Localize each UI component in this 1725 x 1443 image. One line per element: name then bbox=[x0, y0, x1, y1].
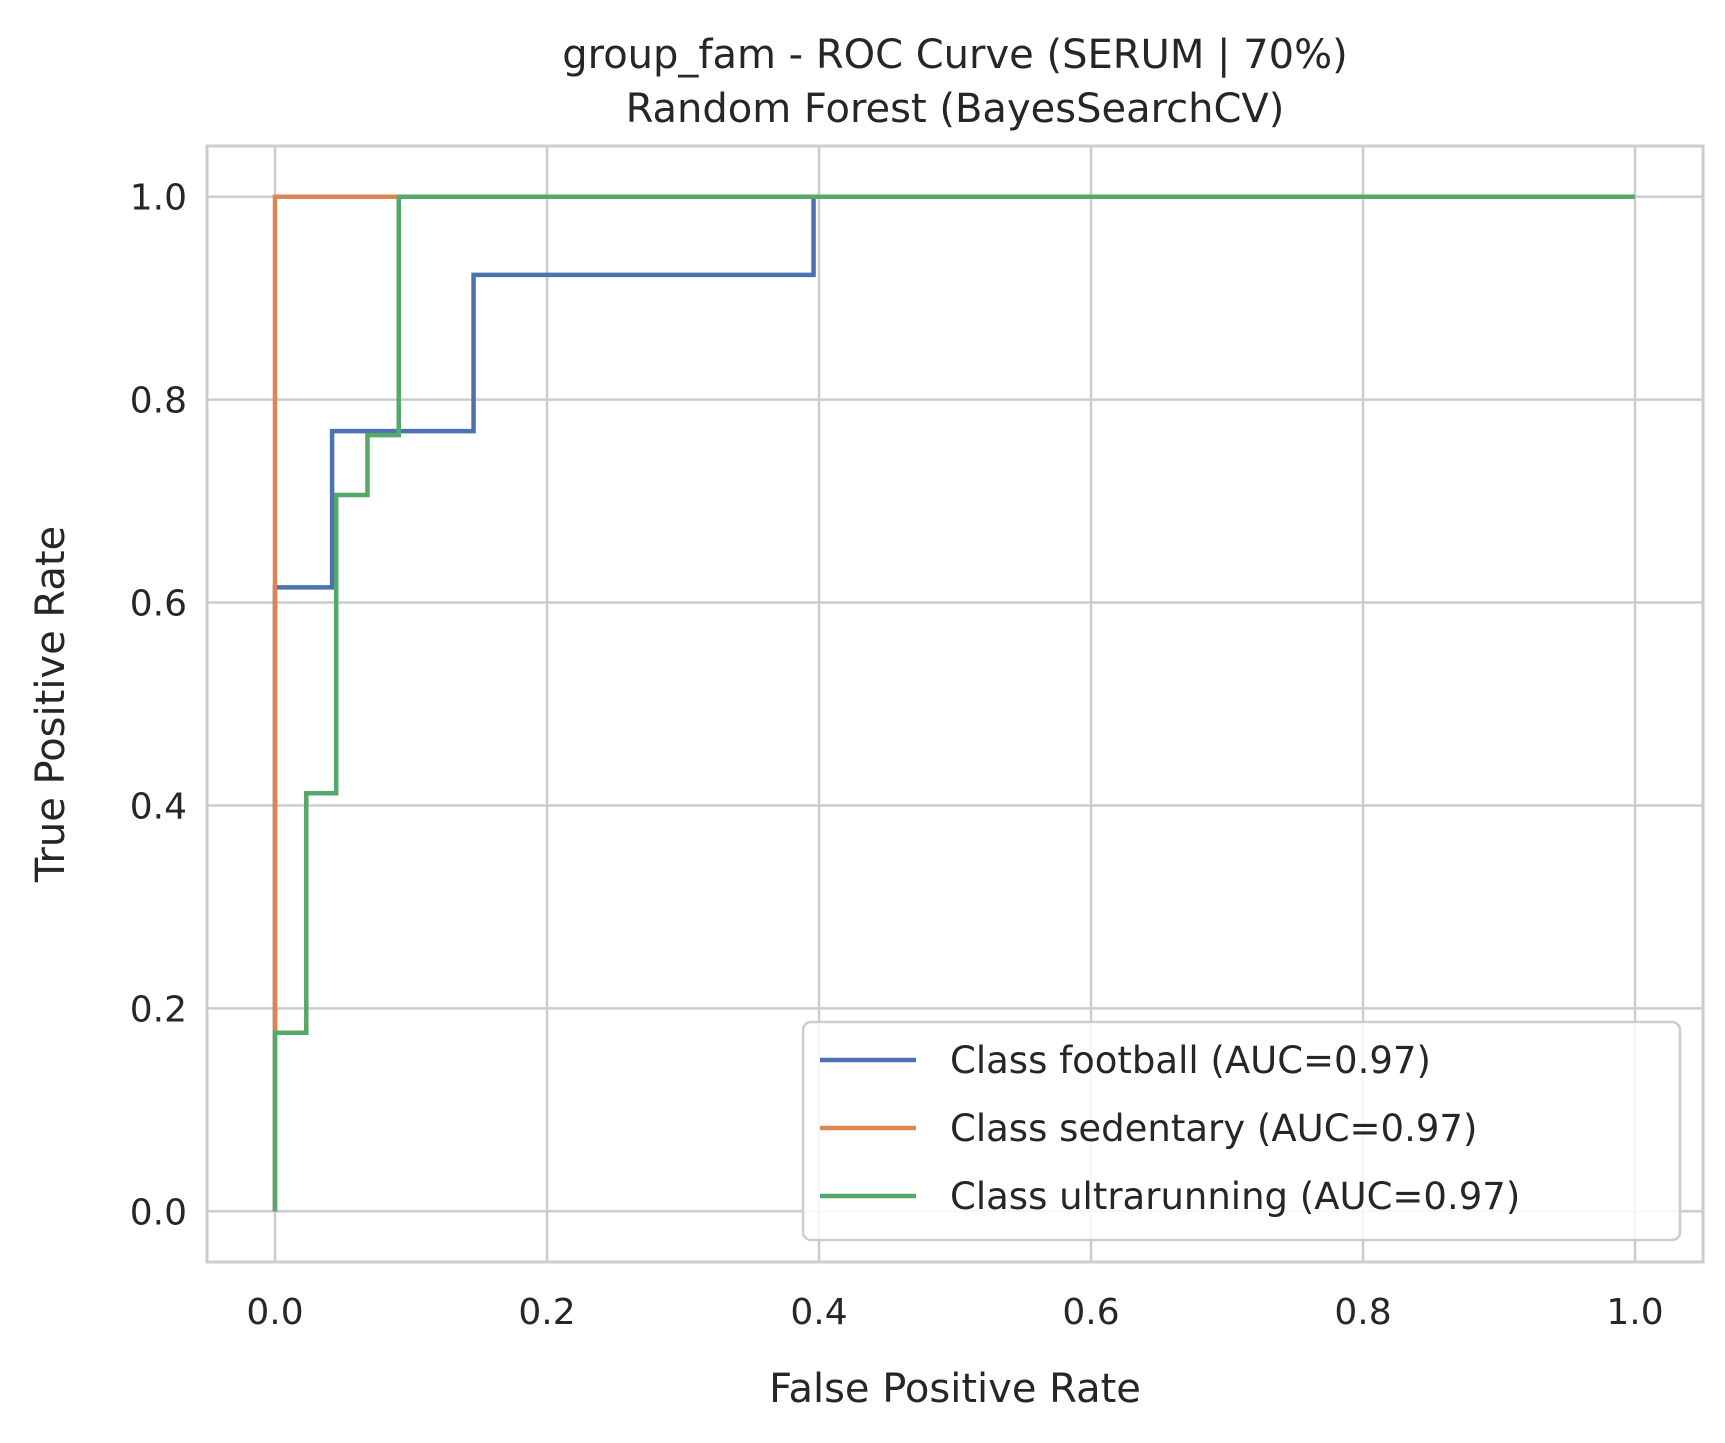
grid bbox=[207, 146, 1703, 1262]
x-tick-label: 1.0 bbox=[1606, 1292, 1663, 1333]
x-axis-label: False Positive Rate bbox=[769, 1366, 1141, 1412]
y-tick-label: 1.0 bbox=[130, 178, 187, 219]
x-tick-label: 0.4 bbox=[790, 1292, 847, 1333]
x-tick-label: 0.8 bbox=[1334, 1292, 1391, 1333]
y-tick-label: 0.4 bbox=[130, 786, 187, 827]
series-line-0 bbox=[272, 194, 1635, 1212]
legend-label-2: Class ultrarunning (AUC=0.97) bbox=[950, 1175, 1520, 1218]
y-tick-label: 0.6 bbox=[130, 584, 187, 625]
x-tick-label: 0.0 bbox=[246, 1292, 303, 1333]
x-tick-label: 0.6 bbox=[1062, 1292, 1119, 1333]
y-tick-label: 0.8 bbox=[130, 381, 187, 422]
legend-label-0: Class football (AUC=0.97) bbox=[950, 1039, 1431, 1082]
plot-frame bbox=[205, 144, 1705, 1264]
legend-box bbox=[801, 1020, 1682, 1242]
legend: Class football (AUC=0.97) Class sedentary… bbox=[801, 1020, 1682, 1242]
tick-labels: 0.0 0.2 0.4 0.6 0.8 1.0 0.0 0.2 0.4 0.6 0.8 1.0 bbox=[130, 178, 1664, 1333]
y-axis-label: True Positive Rate bbox=[28, 526, 74, 883]
series-line-2 bbox=[272, 194, 1635, 1212]
chart-title: group_fam - ROC Curve (SERUM | 70%) bbox=[562, 32, 1348, 78]
legend-label-1: Class sedentary (AUC=0.97) bbox=[950, 1107, 1477, 1150]
y-tick-label: 0.0 bbox=[130, 1192, 187, 1233]
series-lines bbox=[272, 194, 1635, 1212]
y-tick-label: 0.2 bbox=[130, 989, 187, 1030]
chart-subtitle: Random Forest (BayesSearchCV) bbox=[626, 86, 1285, 132]
x-tick-label: 0.2 bbox=[518, 1292, 575, 1333]
